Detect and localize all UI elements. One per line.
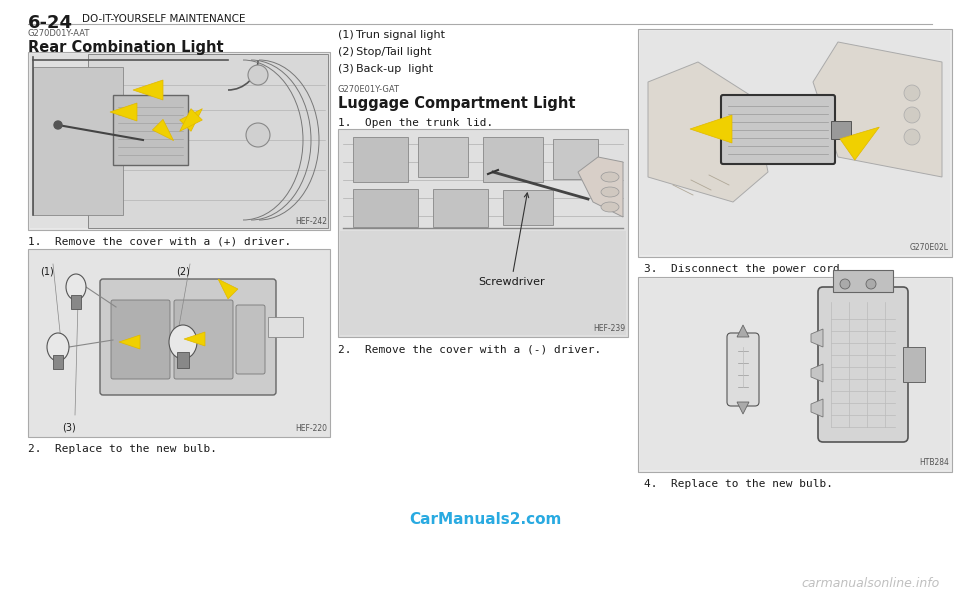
Circle shape: [246, 123, 270, 147]
Text: G270E01Y-GAT: G270E01Y-GAT: [338, 85, 400, 94]
Polygon shape: [811, 364, 823, 382]
Text: DO-IT-YOURSELF MAINTENANCE: DO-IT-YOURSELF MAINTENANCE: [82, 14, 246, 24]
Polygon shape: [737, 402, 749, 414]
Text: 6-24: 6-24: [28, 14, 73, 32]
Text: Screwdriver: Screwdriver: [478, 193, 544, 287]
Bar: [833, 270, 893, 292]
Text: 2.  Replace to the new bulb.: 2. Replace to the new bulb.: [28, 444, 217, 454]
FancyBboxPatch shape: [111, 300, 170, 379]
Bar: [483, 137, 543, 182]
Polygon shape: [184, 332, 205, 346]
Polygon shape: [153, 119, 174, 141]
Polygon shape: [218, 279, 238, 299]
Text: Luggage Compartment Light: Luggage Compartment Light: [338, 96, 575, 111]
Circle shape: [904, 85, 920, 101]
Text: HEF-239: HEF-239: [593, 324, 625, 333]
Polygon shape: [33, 67, 123, 215]
Circle shape: [840, 279, 850, 289]
Bar: [640, 31, 950, 255]
Ellipse shape: [601, 202, 619, 212]
Text: 2.  Remove the cover with a (-) driver.: 2. Remove the cover with a (-) driver.: [338, 344, 601, 354]
Text: 4.  Replace to the new bulb.: 4. Replace to the new bulb.: [644, 479, 833, 489]
Bar: [113, 95, 188, 165]
Text: 1.  Open the trunk lid.: 1. Open the trunk lid.: [338, 118, 493, 128]
Ellipse shape: [601, 187, 619, 197]
Ellipse shape: [47, 333, 69, 361]
Text: G270D01Y-AAT: G270D01Y-AAT: [28, 29, 90, 38]
Bar: [71, 295, 81, 309]
Polygon shape: [578, 157, 623, 217]
Circle shape: [866, 279, 876, 289]
Bar: [53, 355, 63, 369]
FancyBboxPatch shape: [727, 333, 759, 406]
Text: 3.  Disconnect the power cord.: 3. Disconnect the power cord.: [644, 264, 847, 274]
Text: HTB284: HTB284: [919, 458, 949, 467]
Polygon shape: [813, 42, 942, 177]
Text: (3) Back-up  light: (3) Back-up light: [338, 64, 433, 74]
Bar: [353, 189, 418, 227]
Bar: [340, 231, 626, 335]
FancyBboxPatch shape: [236, 305, 265, 374]
Polygon shape: [811, 399, 823, 417]
Text: (3): (3): [62, 422, 76, 432]
Ellipse shape: [601, 172, 619, 182]
Text: carmanualsonline.info: carmanualsonline.info: [802, 577, 940, 590]
Text: HEF-220: HEF-220: [295, 424, 327, 433]
Bar: [30, 54, 328, 228]
Text: (2) Stop/Tail light: (2) Stop/Tail light: [338, 47, 431, 57]
Bar: [338, 129, 628, 337]
Bar: [28, 52, 330, 230]
Text: HEF-242: HEF-242: [295, 217, 327, 226]
Polygon shape: [110, 103, 137, 121]
Text: 1.  Remove the cover with a (+) driver.: 1. Remove the cover with a (+) driver.: [28, 237, 291, 247]
Polygon shape: [180, 109, 203, 132]
Text: (2): (2): [176, 267, 190, 277]
FancyBboxPatch shape: [174, 300, 233, 379]
Text: G270E02L: G270E02L: [910, 243, 949, 252]
Bar: [903, 347, 925, 382]
FancyBboxPatch shape: [100, 279, 276, 395]
Bar: [418, 137, 468, 177]
Polygon shape: [737, 325, 749, 337]
Polygon shape: [119, 335, 140, 349]
Bar: [831, 121, 851, 139]
Ellipse shape: [66, 274, 86, 300]
Polygon shape: [690, 115, 732, 143]
Circle shape: [904, 129, 920, 145]
FancyBboxPatch shape: [721, 95, 835, 164]
Polygon shape: [840, 127, 879, 160]
Bar: [640, 279, 950, 470]
Polygon shape: [811, 329, 823, 347]
Bar: [503, 190, 553, 225]
Circle shape: [248, 65, 268, 85]
Text: CarManuals2.com: CarManuals2.com: [409, 512, 562, 527]
Polygon shape: [648, 62, 768, 202]
Ellipse shape: [169, 325, 197, 359]
Bar: [638, 277, 952, 472]
Bar: [28, 249, 330, 437]
Circle shape: [904, 107, 920, 123]
Bar: [268, 317, 303, 337]
Polygon shape: [133, 80, 163, 100]
Circle shape: [54, 121, 62, 129]
Bar: [553, 139, 598, 179]
Text: Rear Combination Light: Rear Combination Light: [28, 40, 224, 55]
Text: (1) Trun signal light: (1) Trun signal light: [338, 30, 445, 40]
Bar: [433, 189, 488, 227]
Polygon shape: [88, 54, 328, 228]
FancyBboxPatch shape: [818, 287, 908, 442]
Bar: [177, 352, 189, 368]
Bar: [353, 137, 408, 182]
Text: (1): (1): [40, 267, 54, 277]
Bar: [638, 29, 952, 257]
Polygon shape: [180, 109, 203, 132]
